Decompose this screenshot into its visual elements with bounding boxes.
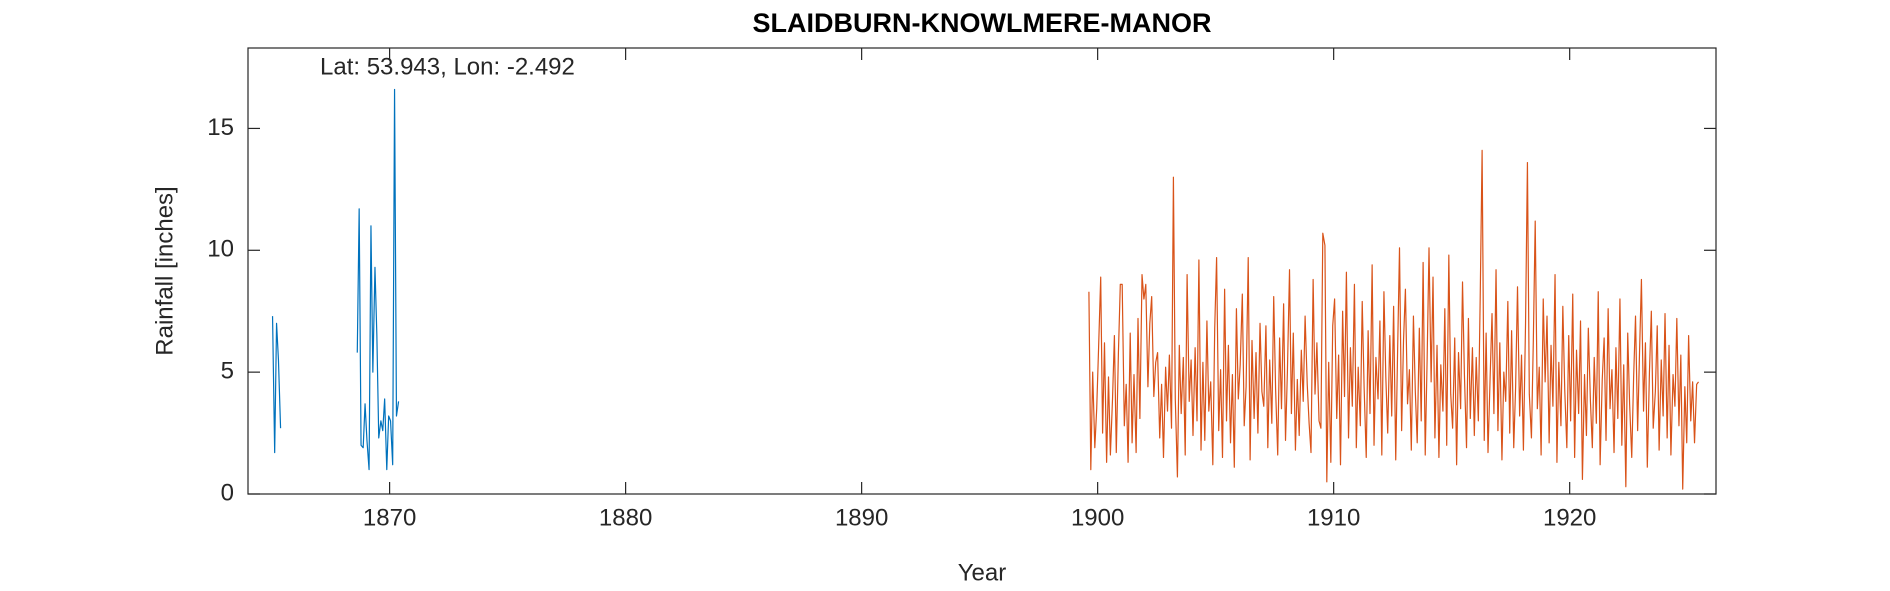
y-tick-label: 5 xyxy=(221,357,234,384)
x-tick-label: 1920 xyxy=(1543,504,1596,531)
x-tick-label: 1910 xyxy=(1307,504,1360,531)
plot-area xyxy=(247,47,1717,495)
line-series xyxy=(1088,149,1700,490)
y-tick-label: 10 xyxy=(207,236,234,263)
x-tick-label: 1870 xyxy=(363,504,416,531)
x-tick-label: 1880 xyxy=(599,504,652,531)
line-series xyxy=(271,88,400,471)
y-tick-label: 0 xyxy=(221,479,234,506)
x-tick-label: 1890 xyxy=(835,504,888,531)
y-axis-label: Rainfall [inches] xyxy=(151,186,178,355)
annotation: Lat: 53.943, Lon: -2.492 xyxy=(320,53,575,80)
y-tick-label: 15 xyxy=(207,114,234,141)
x-tick-label: 1900 xyxy=(1071,504,1124,531)
x-axis-label: Year xyxy=(958,559,1007,586)
chart-title: SLAIDBURN-KNOWLMERE-MANOR xyxy=(753,8,1212,38)
